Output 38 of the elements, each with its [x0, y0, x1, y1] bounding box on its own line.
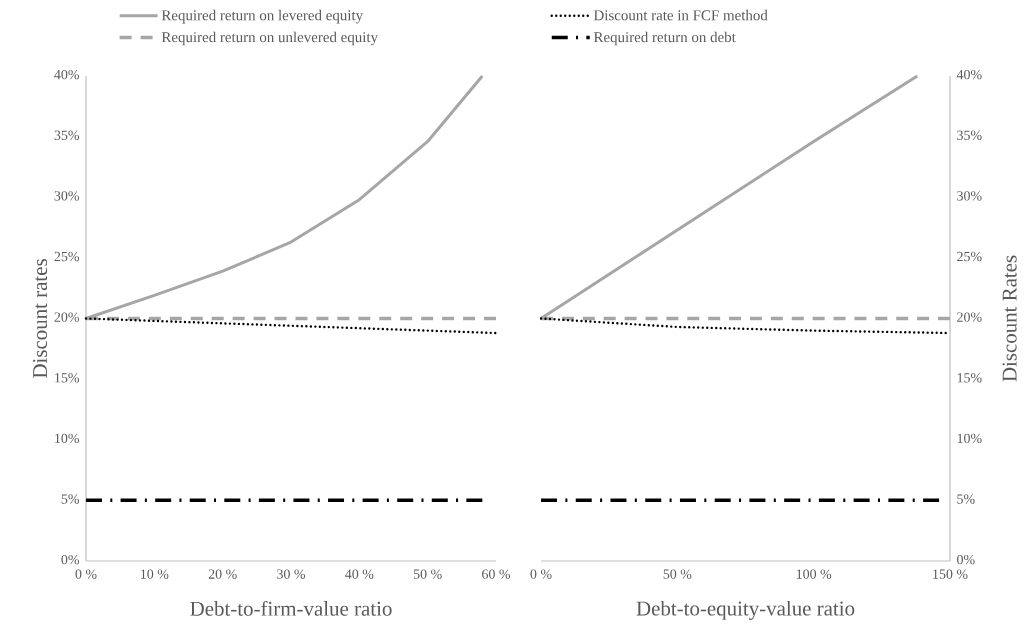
y-axis-title: Discount Rates	[1002, 255, 1017, 382]
x-axis-title: Debt-to-equity-value ratio	[636, 600, 855, 620]
y-tick-label: 5%	[61, 494, 80, 504]
y-tick-label: 35%	[957, 130, 982, 140]
y-tick-label: 25%	[54, 251, 80, 262]
legend-label: Discount rate in FCF method	[593, 9, 768, 21]
y-tick-label: 20%	[957, 312, 982, 322]
x-tick-label: 40 %	[345, 569, 374, 579]
y-tick-label: 40%	[956, 69, 982, 80]
legend-label: Required return on unlevered equity	[161, 31, 378, 46]
x-tick-label: 100 %	[796, 569, 832, 579]
x-tick-label: 60 %	[482, 569, 511, 579]
y-tick-label: 10%	[957, 433, 982, 444]
x-tick-label: 50 %	[663, 569, 692, 579]
y-tick-label: 25%	[957, 251, 982, 262]
y-tick-label: 0%	[957, 554, 975, 565]
x-tick-label: 0 %	[75, 569, 97, 579]
y-tick-label: 30%	[54, 191, 80, 201]
y-axis-title: Discount rates	[33, 259, 48, 379]
y-tick-label: 5%	[957, 494, 975, 504]
legend-label: Required return on levered equity	[161, 9, 364, 24]
x-tick-label: 10 %	[141, 569, 169, 579]
x-axis-title: Debt-to-firm-value ratio	[190, 600, 392, 616]
y-tick-label: 15%	[957, 373, 982, 383]
x-tick-label: 150 %	[933, 569, 968, 579]
x-tick-label: 0 %	[530, 569, 552, 579]
x-tick-label: 50 %	[413, 569, 442, 579]
x-tick-label: 20 %	[208, 569, 237, 579]
y-tick-label: 40%	[54, 69, 80, 80]
y-tick-label: 10%	[55, 433, 80, 444]
y-tick-label: 15%	[55, 373, 80, 383]
y-tick-label: 0%	[61, 554, 80, 565]
y-tick-label: 20%	[54, 312, 80, 322]
legend-label: Required return on debt	[593, 31, 736, 46]
x-tick-label: 30 %	[277, 569, 306, 579]
y-tick-label: 30%	[957, 191, 982, 201]
y-tick-label: 35%	[54, 130, 80, 140]
line-series	[84, 317, 498, 335]
